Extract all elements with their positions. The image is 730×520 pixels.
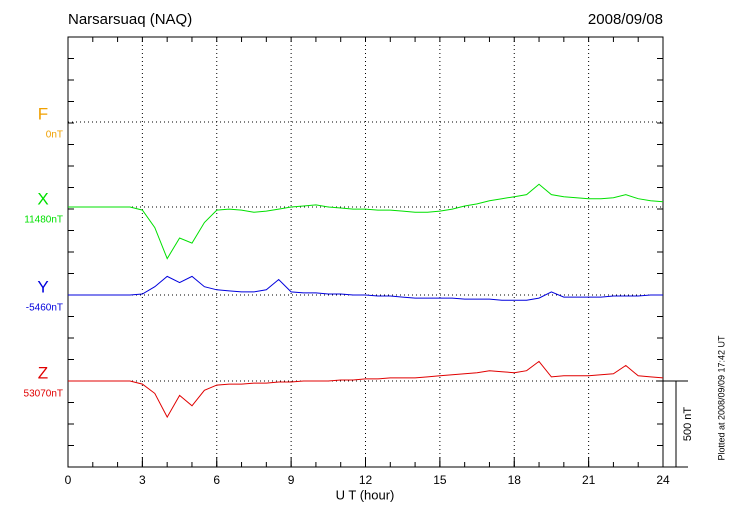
x-tick-label: 24 <box>656 473 670 487</box>
series-line <box>68 360 664 419</box>
chart-date: 2008/09/08 <box>588 11 663 28</box>
x-tick-label: 18 <box>508 473 522 487</box>
baseline-label: 0nT <box>46 130 63 141</box>
series-line <box>68 183 664 260</box>
x-tick-label: 12 <box>359 473 373 487</box>
series-name: F <box>38 104 48 123</box>
x-axis-label: U T (hour) <box>336 487 395 502</box>
x-tick-label: 9 <box>288 473 295 487</box>
x-tick-label: 0 <box>65 473 72 487</box>
x-tick-label: 15 <box>433 473 447 487</box>
baseline-label: 11480nT <box>24 215 63 226</box>
x-tick-label: 21 <box>582 473 596 487</box>
series-line <box>68 275 663 301</box>
x-tick-label: 3 <box>139 473 146 487</box>
plot-note: Plotted at 2008/09/09 17:42 UT <box>716 335 726 461</box>
baseline-label: -5460nT <box>26 303 63 314</box>
baseline-label: 53070nT <box>24 389 63 400</box>
series-name: X <box>37 189 48 208</box>
series-name: Y <box>37 277 48 296</box>
x-tick-label: 6 <box>213 473 220 487</box>
chart-title: Narsarsuaq (NAQ) <box>68 11 192 28</box>
scale-label: 500 nT <box>682 407 694 442</box>
series-name: Z <box>38 363 48 382</box>
